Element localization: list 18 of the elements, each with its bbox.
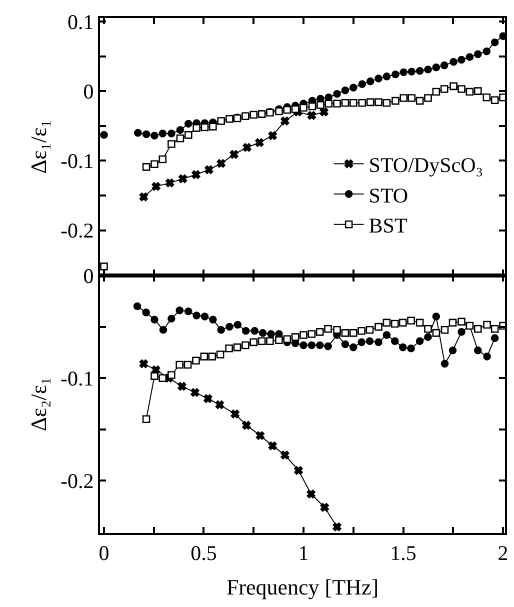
x-tick-label: 1.5 [390,541,416,566]
y-tick-label: -0.2 [60,469,94,494]
y-axis-title: Δε₂/ε₁ [26,377,51,432]
y-tick-label: -0.2 [60,218,94,243]
x-axis-title: Frequency [THz] [226,574,379,600]
y-axis-title: Δε₁/ε₁ [26,120,51,174]
y-tick-label: -0.1 [60,149,94,174]
legend-label: BST [368,214,408,238]
x-tick-label: 0 [98,541,110,566]
x-tick-label: 1 [298,541,309,566]
y-tick-label: 0 [83,264,94,288]
y-tick-label: 0.1 [68,10,94,34]
x-tick-label: 0.5 [190,541,217,566]
legend-label: STO/DyScO₃ [368,152,484,177]
y-tick-label: 0 [83,79,94,104]
x-tick-label: 2 [498,541,508,566]
legend-label: STO [368,183,408,208]
y-tick-label: -0.1 [60,366,94,390]
